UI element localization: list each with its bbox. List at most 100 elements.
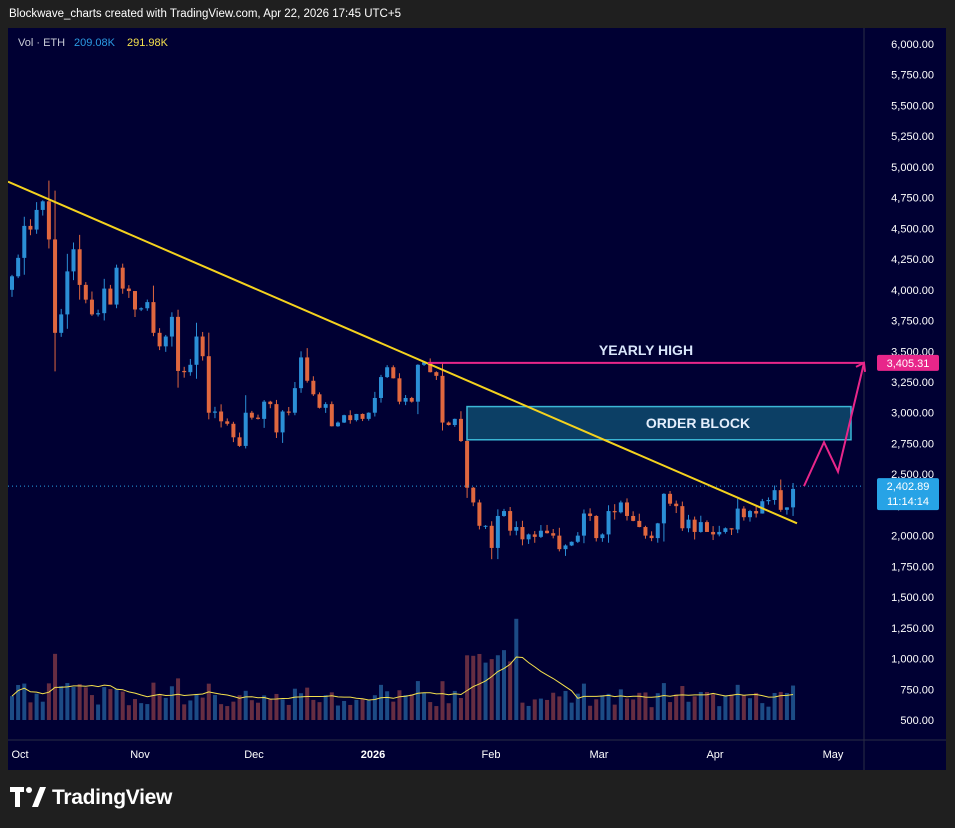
volume-bar	[674, 694, 679, 720]
candle-body	[249, 412, 254, 418]
footer: TradingView	[0, 770, 955, 828]
volume-bar	[618, 689, 623, 720]
candle-body	[366, 412, 371, 419]
volume-bar	[422, 692, 427, 720]
candle-body	[219, 411, 224, 422]
volume-bar	[772, 692, 777, 720]
volume-bar	[600, 695, 605, 720]
volume-bar	[551, 692, 556, 720]
candle-body	[489, 525, 494, 548]
volume-bar	[16, 684, 21, 720]
y-tick-label: 3,000.00	[891, 408, 934, 420]
candle-body	[655, 523, 660, 539]
y-tick-label: 5,500.00	[891, 100, 934, 112]
candle-body	[194, 336, 199, 365]
candle-body	[569, 541, 574, 546]
volume-bar	[145, 704, 150, 720]
order-block-label: ORDER BLOCK	[646, 415, 750, 431]
y-tick-label: 750.00	[900, 684, 934, 696]
candle-body	[495, 515, 500, 548]
descending-trendline	[8, 180, 798, 525]
volume-bar	[274, 693, 279, 720]
candle-body	[692, 519, 697, 532]
volume-bar	[631, 699, 636, 720]
volume-bar	[502, 650, 506, 720]
y-tick-label: 3,250.00	[891, 377, 934, 389]
candle-body	[151, 302, 156, 333]
chart-drawings[interactable]: ORDER BLOCK YEARLY HIGH	[8, 180, 866, 525]
candle-body	[348, 415, 353, 421]
candle-body	[440, 375, 445, 423]
candle-body	[176, 316, 181, 371]
volume-bar	[219, 704, 224, 720]
candle-body	[686, 519, 691, 529]
volume-bar	[379, 684, 383, 720]
volume-bar	[231, 701, 236, 720]
candle-body	[16, 257, 21, 277]
volume-bar	[77, 684, 82, 720]
candle-body	[772, 490, 777, 500]
candle-body	[631, 515, 636, 521]
candle-body	[83, 284, 88, 300]
price-axis[interactable]	[864, 28, 946, 740]
volume-bar	[520, 702, 525, 720]
projection-arrowhead	[855, 361, 866, 373]
price-tags: 3,405.31 2,402.89 11:14:14	[877, 354, 939, 511]
volume-bar	[366, 700, 371, 720]
y-tick-label: 500.00	[900, 715, 934, 727]
volume-bar	[212, 694, 217, 720]
plot-background	[8, 28, 864, 740]
volume-bar	[385, 691, 390, 720]
y-tick-label: 1,500.00	[891, 592, 934, 604]
candle-body	[477, 502, 482, 526]
tradingview-logo[interactable]: TradingView	[10, 786, 172, 810]
volume-ma-line	[11, 656, 794, 701]
volume-bar	[557, 696, 562, 720]
candle-body	[120, 267, 125, 289]
price-chart[interactable]: ORDER BLOCK YEARLY HIGH 6,000.00 5,750.00 5…	[8, 28, 946, 770]
candle-body	[354, 413, 359, 421]
x-tick-label: Oct	[11, 749, 28, 761]
candle-body	[397, 378, 402, 402]
y-tick-label: 5,000.00	[891, 162, 934, 174]
volume-bar	[692, 696, 697, 720]
volume-bar	[668, 702, 673, 720]
candle-body	[34, 209, 39, 230]
candle-body	[280, 411, 285, 433]
candle-body	[28, 225, 33, 230]
candle-body	[618, 502, 623, 513]
candle-body	[649, 535, 654, 539]
volume-bar	[791, 685, 796, 720]
candle-body	[188, 364, 193, 373]
candle-body	[452, 418, 457, 426]
candle-body	[182, 370, 187, 373]
candle-body	[784, 507, 789, 510]
candle-body	[126, 288, 131, 292]
candle-body	[606, 511, 611, 535]
yearly-high-label: YEARLY HIGH	[599, 342, 693, 358]
volume-bar	[563, 690, 568, 720]
legend-vol-value: 209.08K	[74, 37, 116, 49]
candle-body	[10, 276, 14, 290]
volume-bar	[655, 693, 660, 720]
x-tick-label: May	[823, 749, 844, 761]
volume-bar	[538, 698, 543, 720]
volume-bar	[163, 697, 168, 720]
volume-bar	[262, 695, 267, 720]
candle-body	[637, 520, 642, 528]
candle-body	[200, 336, 205, 357]
candle-body	[139, 308, 144, 310]
candle-body	[594, 515, 599, 539]
volume-bar	[741, 695, 746, 720]
y-tick-label: 2,000.00	[891, 531, 934, 543]
legend-label: Vol · ETH	[18, 37, 65, 49]
candle-body	[704, 522, 709, 532]
candle-body	[22, 225, 27, 258]
candle-body	[748, 511, 752, 518]
volume-bar	[661, 683, 666, 720]
volume-bar	[766, 706, 771, 720]
volume-bar	[588, 705, 593, 720]
volume-bar	[59, 686, 64, 720]
candle-body	[360, 413, 365, 419]
time-axis[interactable]	[8, 740, 946, 770]
